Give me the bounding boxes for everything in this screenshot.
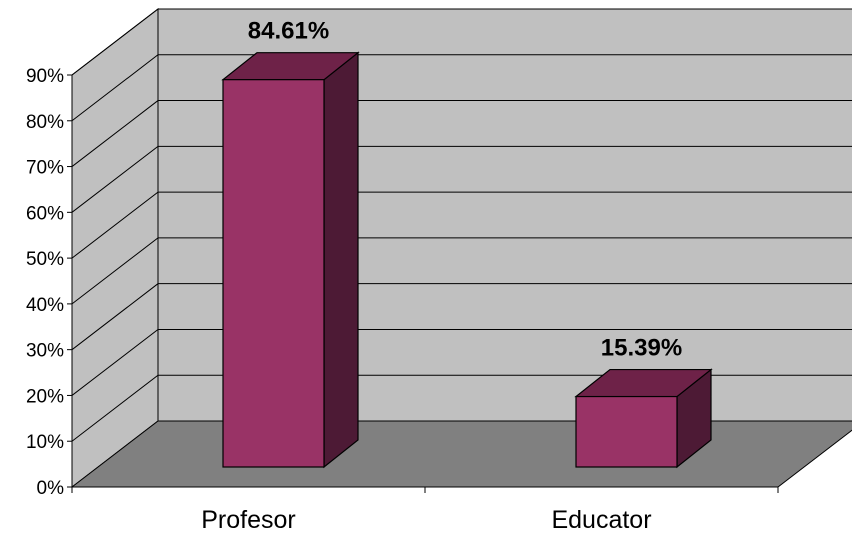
y-tick-label: 80%	[26, 112, 64, 133]
data-label: 15.39%	[601, 335, 682, 362]
x-category-label: Profesor	[201, 506, 295, 533]
y-tick-label: 10%	[26, 432, 64, 453]
bar-front-face	[222, 79, 325, 468]
y-tick-label: 60%	[26, 203, 64, 224]
bar-profesor	[221, 51, 360, 469]
axes	[71, 75, 779, 493]
gridline	[71, 8, 852, 76]
gridline	[71, 145, 852, 213]
gridline	[71, 191, 852, 259]
floor	[70, 420, 852, 488]
data-labels: 84.61% 15.39%	[248, 18, 682, 362]
y-tick-label: 20%	[26, 386, 64, 407]
x-axis-labels: Profesor Educator	[201, 506, 651, 533]
gridline	[71, 237, 852, 305]
x-category-label: Educator	[551, 506, 651, 533]
gridline	[71, 328, 852, 396]
bar-educator	[574, 368, 713, 469]
chart-walls	[70, 7, 852, 489]
bar-front-face	[575, 395, 678, 468]
y-tick-label: 40%	[26, 295, 64, 316]
gridlines	[71, 8, 852, 442]
gridline	[71, 283, 852, 351]
y-tick-label: 50%	[26, 249, 64, 270]
gridline	[71, 100, 852, 167]
y-tick-label: 30%	[26, 341, 64, 362]
y-tick-label: 90%	[26, 66, 64, 87]
y-tick-label: 0%	[37, 478, 65, 499]
y-tick-label: 70%	[26, 158, 64, 179]
gridline	[71, 54, 852, 122]
data-label: 84.61%	[248, 18, 329, 45]
bars	[221, 51, 713, 469]
bar-side-face	[323, 51, 359, 469]
y-axis-ticks: 0% 10% 20% 30% 40% 50% 60% 70% 80% 90%	[26, 66, 72, 499]
